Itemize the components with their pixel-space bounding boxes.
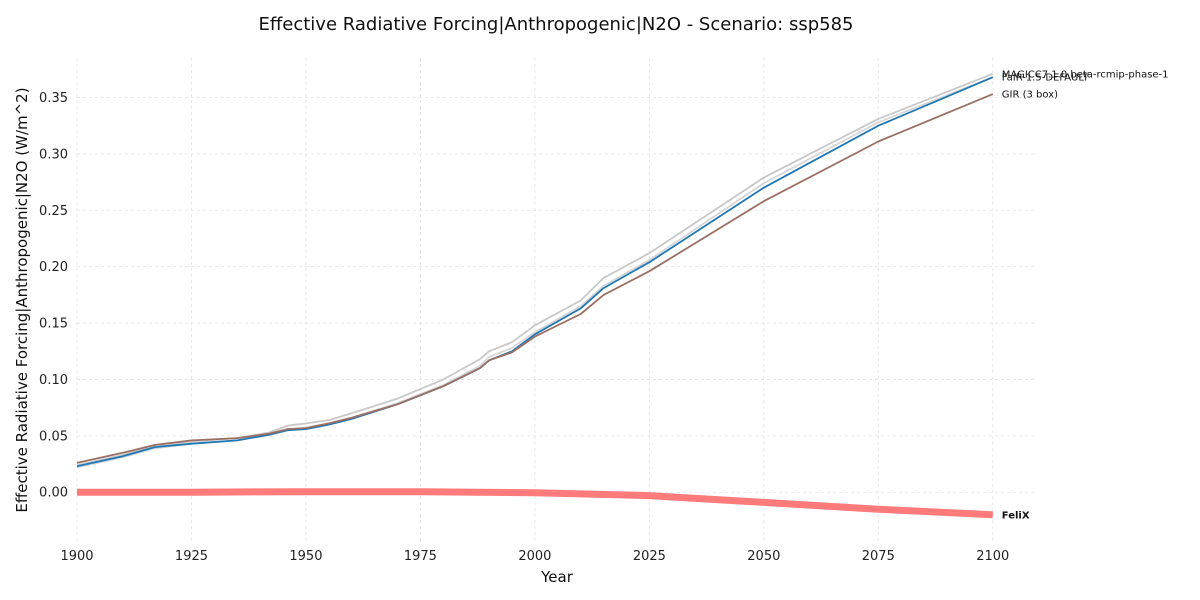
y-tick-label: 0.30 bbox=[39, 147, 68, 162]
y-tick-label: 0.20 bbox=[39, 260, 68, 275]
series-line-felix bbox=[77, 488, 993, 519]
y-tick-label: 0.15 bbox=[39, 317, 68, 332]
y-axis-title: Effective Radiative Forcing|Anthropogeni… bbox=[13, 87, 31, 512]
series-lines bbox=[76, 72, 994, 519]
y-tick-label: 0.25 bbox=[39, 204, 68, 219]
x-tick-label: 1975 bbox=[404, 549, 437, 564]
x-tick-label: 1950 bbox=[289, 549, 322, 564]
x-tick-label: 2075 bbox=[862, 549, 895, 564]
chart-title: Effective Radiative Forcing|Anthropogeni… bbox=[259, 14, 854, 35]
x-tick-label: 1925 bbox=[175, 549, 208, 564]
series-end-label: FeliX bbox=[1002, 510, 1030, 521]
series-end-label: MAGICC7.1.0.beta-rcmip-phase-1 bbox=[1002, 69, 1169, 80]
series-end-labels: MAGICC7.1.0.beta-rcmip-phase-1FaIR-1.5-D… bbox=[1002, 69, 1169, 521]
y-tick-label: 0.10 bbox=[39, 373, 68, 388]
x-tick-label: 1900 bbox=[60, 549, 93, 564]
x-tick-label: 2025 bbox=[633, 549, 666, 564]
y-axis-ticks: 0.00 0.05 0.10 0.15 0.20 0.25 0.30 0.35 bbox=[39, 91, 68, 501]
series-end-label: GIR (3 box) bbox=[1002, 90, 1058, 101]
y-tick-label: 0.35 bbox=[39, 91, 68, 106]
series-line-gir-3-box bbox=[76, 93, 994, 464]
x-tick-label: 2000 bbox=[518, 549, 551, 564]
x-tick-label: 2050 bbox=[747, 549, 780, 564]
grid-lines bbox=[76, 58, 1034, 543]
y-tick-label: 0.05 bbox=[39, 429, 68, 444]
y-tick-label: 0.00 bbox=[39, 486, 68, 501]
x-axis-ticks: 1900 1925 1950 1975 2000 2025 2050 2075 2100 bbox=[60, 549, 1009, 564]
series-end-label: FaIR-1.5-DEFAULT bbox=[1002, 73, 1090, 84]
x-tick-label: 2100 bbox=[976, 549, 1009, 564]
x-axis-title: Year bbox=[540, 568, 574, 586]
